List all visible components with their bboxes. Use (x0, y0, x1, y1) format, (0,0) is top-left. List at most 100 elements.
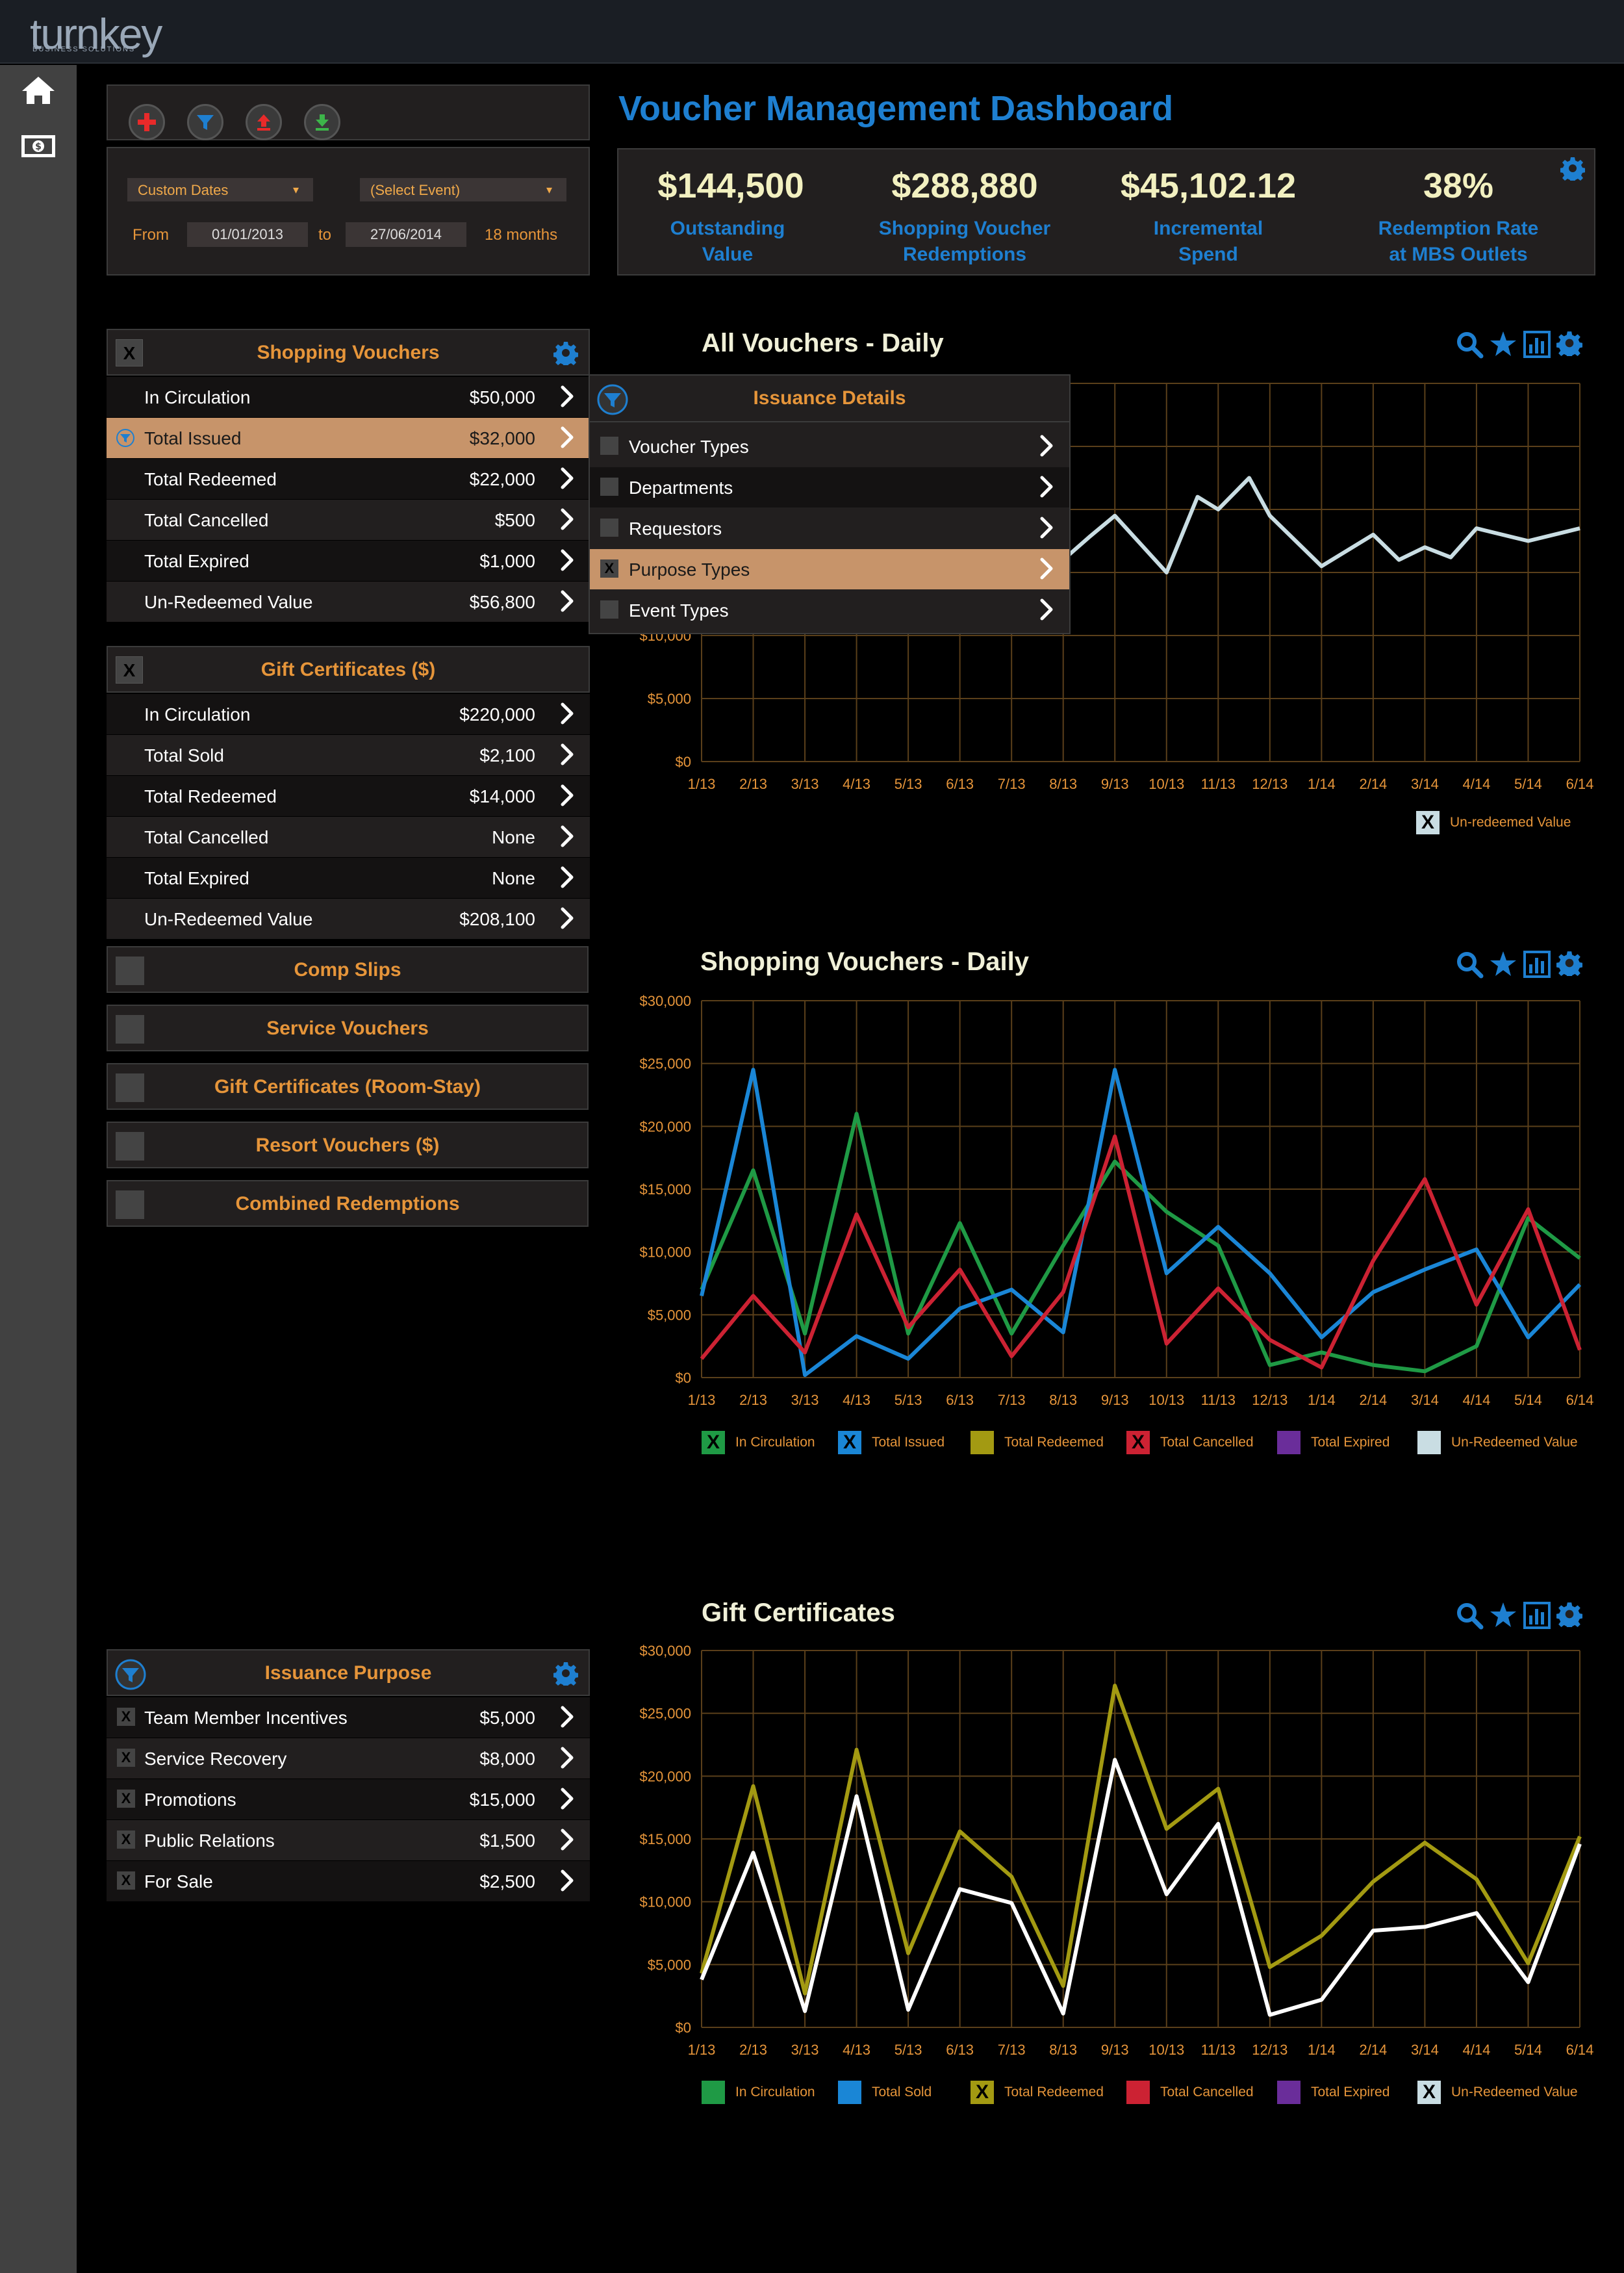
chevron-right-icon[interactable] (1039, 434, 1055, 457)
chevron-right-icon[interactable] (1039, 598, 1055, 621)
section-comp-slips[interactable]: Comp Slips (107, 946, 589, 993)
filter-button[interactable] (187, 104, 223, 140)
legend-checkbox[interactable] (838, 2081, 861, 2104)
checkbox[interactable] (600, 437, 618, 455)
legend-checkbox[interactable]: X (838, 1431, 861, 1454)
row-value: $8,000 (479, 1749, 535, 1769)
issuance-purpose-header[interactable]: Issuance Purpose (107, 1649, 590, 1696)
checkbox[interactable]: X (600, 559, 618, 578)
legend-checkbox[interactable]: X (1126, 1431, 1150, 1454)
chevron-right-icon[interactable] (1039, 516, 1055, 539)
money-icon[interactable]: $ (19, 130, 57, 162)
list-item[interactable]: X For Sale $2,500 (107, 1861, 590, 1901)
popup-item[interactable]: Requestors (590, 508, 1069, 548)
legend-checkbox[interactable]: X (1416, 811, 1440, 834)
from-date-field[interactable]: 01/01/2013 (187, 222, 308, 247)
x-tick-label: 2/14 (1359, 776, 1387, 792)
checkbox[interactable]: X (117, 1708, 135, 1726)
legend-label: Total Expired (1311, 1435, 1390, 1450)
upload-button[interactable] (246, 104, 282, 140)
list-item[interactable]: Total Expired None (107, 858, 590, 898)
date-span: 18 months (485, 226, 558, 244)
x-tick-label: 1/14 (1308, 776, 1336, 792)
chevron-down-icon: ▾ (546, 183, 552, 196)
checkbox[interactable] (116, 957, 144, 985)
star-icon[interactable] (1489, 1601, 1517, 1630)
row-value: $15,000 (469, 1790, 535, 1810)
legend-label: Total Redeemed (1004, 1435, 1104, 1450)
chevron-right-icon[interactable] (1039, 475, 1055, 498)
list-item[interactable]: Total Expired $1,000 (107, 541, 590, 581)
checkbox[interactable] (600, 519, 618, 537)
list-item[interactable]: In Circulation $220,000 (107, 694, 590, 734)
star-icon[interactable] (1489, 330, 1517, 359)
add-button[interactable] (129, 104, 165, 140)
legend-checkbox[interactable] (971, 1431, 994, 1454)
close-icon[interactable]: X (116, 656, 143, 684)
search-icon[interactable] (1455, 1601, 1484, 1630)
x-tick-label: 2/13 (739, 1392, 767, 1408)
list-item[interactable]: X Promotions $15,000 (107, 1779, 590, 1819)
checkbox[interactable]: X (117, 1790, 135, 1808)
section-gift-certificates-room-stay[interactable]: Gift Certificates (Room-Stay) (107, 1063, 589, 1110)
popup-item[interactable]: Voucher Types (590, 426, 1069, 467)
list-item[interactable]: X Service Recovery $8,000 (107, 1738, 590, 1779)
legend-checkbox[interactable] (1277, 1431, 1300, 1454)
to-date-field[interactable]: 27/06/2014 (346, 222, 466, 247)
list-item[interactable]: Total Issued $32,000 (107, 418, 590, 458)
checkbox[interactable]: X (117, 1871, 135, 1890)
search-icon[interactable] (1455, 950, 1484, 979)
list-item[interactable]: Un-Redeemed Value $56,800 (107, 582, 590, 622)
star-icon[interactable] (1489, 950, 1517, 979)
checkbox[interactable] (116, 1015, 144, 1044)
section-resort-vouchers[interactable]: Resort Vouchers ($) (107, 1122, 589, 1168)
list-item[interactable]: Total Cancelled $500 (107, 500, 590, 540)
list-item[interactable]: X Team Member Incentives $5,000 (107, 1697, 590, 1738)
legend-label: Total Expired (1311, 2085, 1390, 2100)
list-item[interactable]: Total Redeemed $22,000 (107, 459, 590, 499)
legend-checkbox[interactable]: X (1417, 2081, 1441, 2104)
legend-checkbox[interactable]: X (702, 1431, 725, 1454)
checkbox[interactable] (116, 1132, 144, 1161)
x-tick-label: 1/14 (1308, 1392, 1336, 1408)
list-item[interactable]: Total Cancelled None (107, 817, 590, 857)
bar-chart-icon[interactable] (1523, 950, 1551, 979)
checkbox[interactable]: X (117, 1749, 135, 1767)
popup-item[interactable]: Event Types (590, 590, 1069, 630)
list-item[interactable]: Un-Redeemed Value $208,100 (107, 899, 590, 939)
legend-checkbox[interactable] (1417, 1431, 1441, 1454)
popup-item[interactable]: Departments (590, 467, 1069, 507)
checkbox[interactable] (600, 478, 618, 496)
list-item[interactable]: X Public Relations $1,500 (107, 1820, 590, 1860)
section-combined-redemptions[interactable]: Combined Redemptions (107, 1180, 589, 1227)
shopping-vouchers-header[interactable]: X Shopping Vouchers (107, 329, 590, 376)
section-service-vouchers[interactable]: Service Vouchers (107, 1005, 589, 1051)
download-button[interactable] (304, 104, 340, 140)
legend-checkbox[interactable] (702, 2081, 725, 2104)
checkbox[interactable] (116, 1190, 144, 1219)
legend-checkbox[interactable] (1126, 2081, 1150, 2104)
logo: turnkey (30, 10, 162, 58)
bar-chart-icon[interactable] (1523, 1601, 1551, 1630)
chevron-right-icon[interactable] (1039, 557, 1055, 580)
close-icon[interactable]: X (116, 339, 143, 366)
legend-checkbox[interactable]: X (971, 2081, 994, 2104)
event-select[interactable]: (Select Event) ▾ (360, 178, 566, 201)
list-item[interactable]: In Circulation $50,000 (107, 377, 590, 417)
popup-item-label: Requestors (629, 519, 722, 539)
list-item[interactable]: Total Redeemed $14,000 (107, 776, 590, 816)
filter-icon[interactable] (596, 383, 629, 416)
bar-chart-icon[interactable] (1523, 330, 1551, 359)
gift-certificates-header[interactable]: X Gift Certificates ($) (107, 646, 590, 693)
date-mode-select[interactable]: Custom Dates ▾ (127, 178, 313, 201)
legend-checkbox[interactable] (1277, 2081, 1300, 2104)
row-label: In Circulation (144, 387, 251, 407)
filter-icon[interactable] (114, 1658, 147, 1691)
home-icon[interactable] (19, 74, 57, 107)
popup-item[interactable]: X Purpose Types (590, 549, 1069, 589)
checkbox[interactable]: X (117, 1830, 135, 1849)
checkbox[interactable] (600, 600, 618, 619)
checkbox[interactable] (116, 1073, 144, 1102)
list-item[interactable]: Total Sold $2,100 (107, 735, 590, 775)
search-icon[interactable] (1455, 330, 1484, 359)
